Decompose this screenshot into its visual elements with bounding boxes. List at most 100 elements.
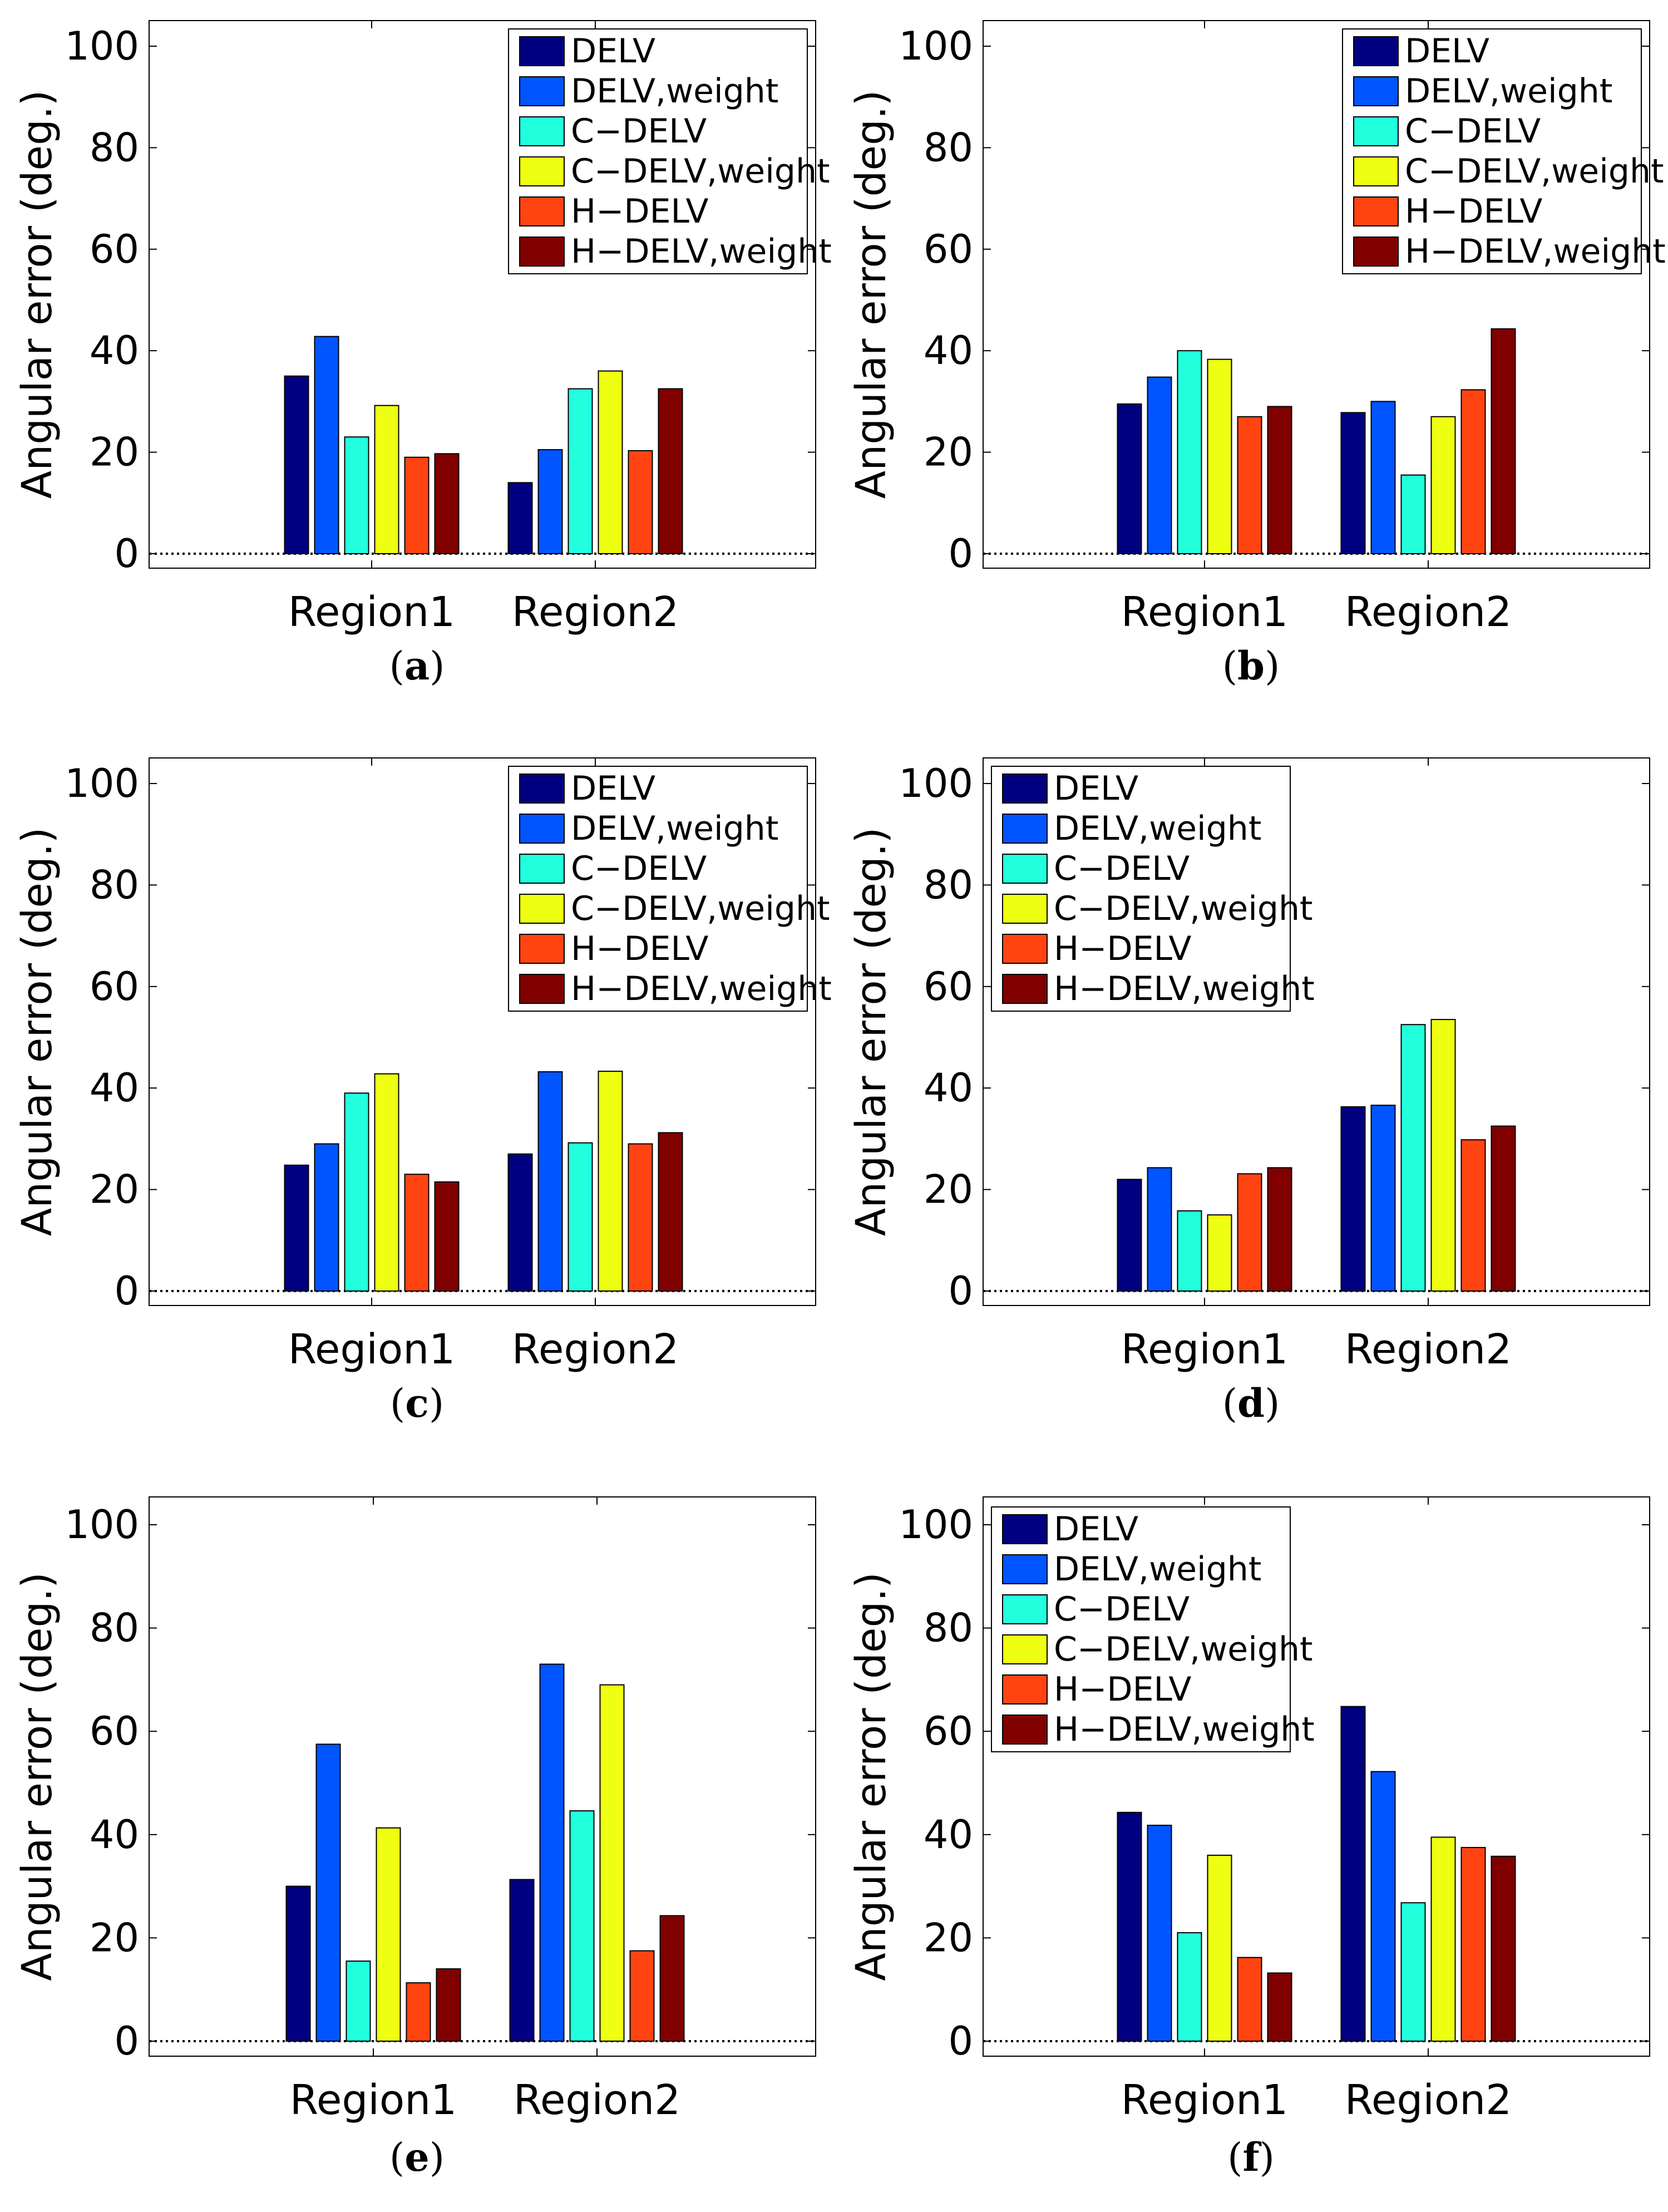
caption-label: f xyxy=(1242,2134,1260,2180)
y-tick-label: 20 xyxy=(90,1915,139,1960)
legend-label: DELV xyxy=(1054,769,1138,808)
y-axis-label: Angular error (deg.) xyxy=(13,827,61,1236)
legend-box xyxy=(508,28,808,274)
legend-label: DELV,weight xyxy=(1405,72,1612,111)
legend-swatch xyxy=(519,774,565,804)
bar xyxy=(1117,403,1142,555)
legend-swatch xyxy=(519,934,565,964)
legend-label: DELV xyxy=(1405,32,1489,71)
bar xyxy=(1177,1210,1202,1292)
legend-box xyxy=(991,766,1291,1012)
y-tick-label: 60 xyxy=(90,226,139,272)
legend-label: DELV,weight xyxy=(1054,1550,1261,1589)
y-tick-label: 0 xyxy=(114,1268,139,1314)
bar xyxy=(374,1073,399,1292)
bar xyxy=(539,1663,565,2042)
bar xyxy=(1400,474,1426,555)
bar xyxy=(1117,1811,1142,2042)
bar xyxy=(404,456,430,554)
bar xyxy=(1207,1214,1232,1292)
legend-label: H−DELV,weight xyxy=(571,232,832,271)
y-tick-label: 40 xyxy=(90,1065,139,1111)
y-tick-label: 40 xyxy=(90,328,139,373)
legend: DELVDELV,weightC−DELVC−DELV,weightH−DELV… xyxy=(991,766,1315,1012)
legend-swatch xyxy=(1353,156,1399,186)
caption-f: (f) xyxy=(1227,2134,1275,2180)
y-axis-label: Angular error (deg.) xyxy=(13,1572,61,1981)
bar xyxy=(1460,1847,1486,2042)
bar xyxy=(1177,1932,1202,2042)
bar xyxy=(1491,1125,1516,1292)
y-tick-label: 60 xyxy=(90,964,139,1009)
bar xyxy=(1147,376,1172,555)
legend-label: DELV,weight xyxy=(571,809,778,848)
bar xyxy=(599,1684,625,2042)
bar xyxy=(1207,1854,1232,2042)
bar xyxy=(374,405,399,554)
bar xyxy=(509,1879,535,2042)
bar xyxy=(314,1143,339,1292)
axes-box xyxy=(149,757,816,1306)
legend-swatch xyxy=(1353,116,1399,146)
y-axis-label: Angular error (deg.) xyxy=(847,1572,895,1981)
caption-d: (d) xyxy=(1222,1380,1280,1426)
bar xyxy=(284,1164,309,1292)
legend-swatch xyxy=(1002,934,1048,964)
legend-label: H−DELV xyxy=(1054,929,1191,968)
y-tick-label: 20 xyxy=(924,1915,973,1960)
bar xyxy=(569,1810,595,2042)
y-tick-label: 20 xyxy=(90,430,139,475)
legend-swatch xyxy=(519,76,565,106)
bar xyxy=(567,1142,593,1292)
bar xyxy=(1237,1957,1262,2042)
bar xyxy=(1430,1836,1456,2042)
bar xyxy=(1400,1024,1426,1292)
legend-label: C−DELV,weight xyxy=(571,152,830,191)
bar xyxy=(436,1968,461,2042)
bar xyxy=(628,1143,653,1292)
legend-label: DELV,weight xyxy=(1054,809,1261,848)
y-tick-label: 0 xyxy=(114,2018,139,2064)
bar xyxy=(1207,358,1232,554)
legend-label: H−DELV xyxy=(571,192,708,231)
x-tick-label: Region1 xyxy=(288,588,455,636)
legend-swatch xyxy=(519,894,565,924)
legend-swatch xyxy=(519,237,565,267)
bar xyxy=(659,1915,685,2042)
bar xyxy=(507,1153,533,1292)
legend-swatch xyxy=(1353,76,1399,106)
bar xyxy=(315,1743,341,2042)
legend-swatch xyxy=(519,814,565,844)
bar xyxy=(537,449,563,554)
bar xyxy=(629,1950,655,2042)
bar xyxy=(1340,1106,1366,1292)
y-tick-label: 0 xyxy=(948,531,973,577)
y-tick-label: 80 xyxy=(90,1605,139,1651)
bar xyxy=(284,375,309,554)
y-tick-label: 80 xyxy=(924,125,973,170)
subplot-d: 0 20 40 60 80 100 Angular error (deg.) Region1 R… xyxy=(834,737,1668,1475)
legend: DELVDELV,weightC−DELVC−DELV,weightH−DELV… xyxy=(508,766,832,1012)
legend-label: H−DELV xyxy=(1405,192,1542,231)
subplot-b: 0 20 40 60 80 100 Angular error (deg.) Region1 R… xyxy=(834,0,1668,737)
legend-label: DELV xyxy=(571,32,655,71)
y-tick-label: 20 xyxy=(924,430,973,475)
bar xyxy=(567,388,593,554)
legend-swatch xyxy=(519,36,565,66)
legend-label: C−DELV xyxy=(1054,849,1190,888)
legend: DELVDELV,weightC−DELVC−DELV,weightH−DELV… xyxy=(508,28,832,274)
y-tick-label: 0 xyxy=(948,1268,973,1314)
legend-label: C−DELV,weight xyxy=(1054,889,1313,928)
bar xyxy=(537,1071,563,1292)
legend-label: C−DELV xyxy=(571,849,707,888)
bar xyxy=(1430,1019,1456,1292)
legend-swatch xyxy=(1002,1634,1048,1664)
legend-swatch xyxy=(1002,814,1048,844)
y-axis-label: Angular error (deg.) xyxy=(847,827,895,1236)
legend-label: H−DELV,weight xyxy=(1054,969,1315,1008)
bar xyxy=(598,1071,623,1292)
caption-label: d xyxy=(1237,1380,1265,1426)
